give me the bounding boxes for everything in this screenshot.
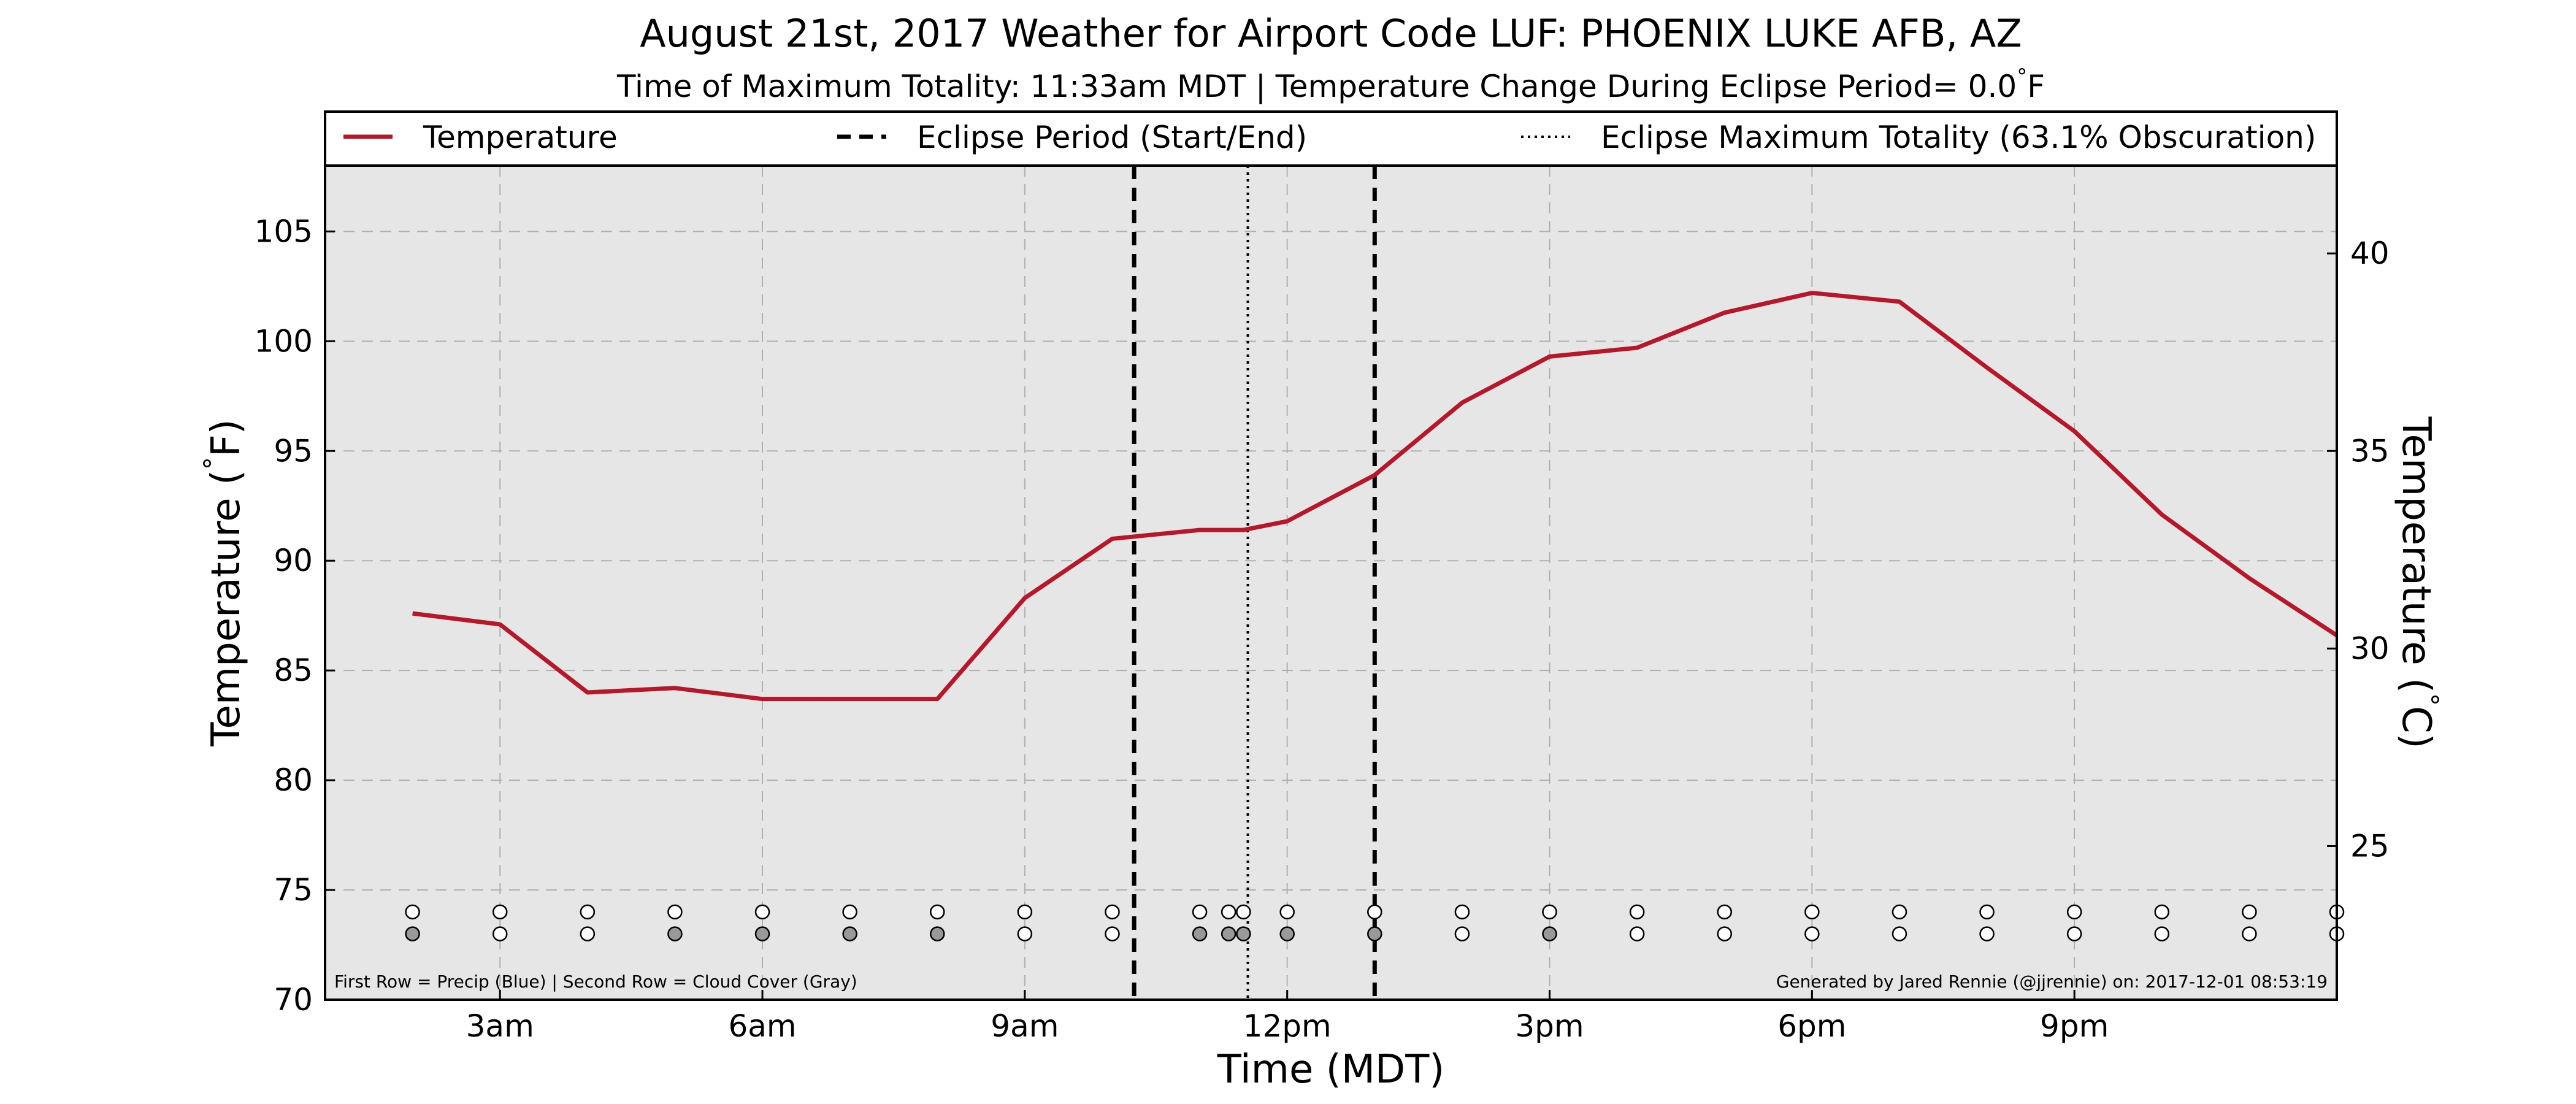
precip-marker [842,904,857,920]
axes: 3am 6am 9am 12pm 3pm 6pm 9pm 70 75 80 85 90 95 100 105… [255,213,2390,1044]
plot-area [325,166,2337,1000]
cloud-marker [1542,926,1557,941]
x-tick-label: 9am [991,1008,1059,1044]
y-tick-label: 95 [274,433,313,469]
precip-marker [667,904,683,920]
precip-marker [1717,904,1732,920]
y-tick-label: 105 [255,213,313,249]
temperature-line [412,291,2337,702]
x-tick-label: 3pm [1515,1008,1584,1044]
plot-frame [324,110,2338,1001]
precip-marker [1804,904,1820,920]
cloud-marker [1017,926,1033,941]
cloud-marker [1454,926,1470,941]
precip-marker [754,904,770,920]
y-tick-label: 90 [274,543,313,578]
cloud-marker [580,926,596,941]
y-tick-label-right: 25 [2350,828,2390,864]
x-axis-label: Time (MDT) [1217,1047,1445,1092]
cloud-marker [1717,926,1732,941]
precip-marker [1979,904,1995,920]
cloud-marker [1367,926,1382,941]
cloud-marker [667,926,683,941]
legend-label: Temperature [423,120,618,155]
cloud-marker [2066,926,2082,941]
precip-marker [492,904,508,920]
cloud-marker [2154,926,2170,941]
precip-marker [1105,904,1120,920]
unit-text: F) [204,419,249,457]
cloud-marker [842,926,857,941]
cloud-marker [930,926,945,941]
y-axis-label: Temperature (°F) [198,419,249,747]
cloud-marker [1629,926,1645,941]
precip-marker [1892,904,1907,920]
indicator-rows [405,904,2345,941]
eclipse-markers [1132,166,1377,1000]
precip-marker [405,904,420,920]
legend: Temperature Eclipse Period (Start/End) Ecl… [343,120,2316,155]
y-tick-label: 100 [255,323,313,359]
x-tick-label: 6pm [1777,1008,1846,1044]
precip-marker [1629,904,1645,920]
cloud-marker [1192,926,1208,941]
x-tick-label: 6am [728,1008,796,1044]
precip-marker [1542,904,1557,920]
degree-symbol: ° [2017,64,2027,89]
y-tick-label-right: 40 [2350,236,2390,271]
unit-text: C) [2393,706,2439,749]
precip-marker [1017,904,1033,920]
precip-marker [1221,904,1236,920]
precip-marker [1367,904,1382,920]
legend-label: Eclipse Period (Start/End) [917,120,1307,155]
precip-marker [930,904,945,920]
degree-symbol: ° [198,457,228,470]
legend-label: Eclipse Maximum Totality (63.1% Obscurat… [1601,120,2316,155]
chart-subtitle: Time of Maximum Totality: 11:33am MDT | … [616,64,2045,104]
cloud-marker [405,926,420,941]
precip-marker [1236,904,1251,920]
cloud-marker [1221,926,1236,941]
precip-marker [2066,904,2082,920]
x-tick-label: 12pm [1243,1008,1332,1044]
precip-marker [1279,904,1295,920]
y-tick-label-right: 35 [2350,433,2390,469]
y-tick-label: 85 [274,653,313,688]
y-tick-label: 70 [274,982,313,1018]
footnote-right: Generated by Jared Rennie (@jjrennie) on… [1776,972,2328,992]
y-axis-label-right: Temperature (°C) [2393,416,2444,748]
precip-marker [2242,904,2257,920]
cloud-marker [492,926,508,941]
y-tick-label-right: 30 [2350,631,2390,666]
cloud-marker [1804,926,1820,941]
x-tick-label: 3am [466,1008,534,1044]
cloud-marker [1236,926,1251,941]
footnote-left: First Row = Precip (Blue) | Second Row =… [334,972,857,992]
temperature-series [412,291,2337,702]
cloud-marker [1279,926,1295,941]
chart-title: August 21st, 2017 Weather for Airport Co… [640,11,2022,56]
cloud-marker [1105,926,1120,941]
precip-marker [1192,904,1208,920]
cloud-marker [1979,926,1995,941]
precip-marker [1454,904,1470,920]
y-tick-label: 80 [274,762,313,798]
precip-marker [2154,904,2170,920]
cloud-marker [1892,926,1907,941]
precip-marker [580,904,596,920]
y-tick-label: 75 [274,872,313,908]
degree-symbol: ° [2414,693,2444,706]
cloud-marker [754,926,770,941]
cloud-marker [2242,926,2257,941]
x-tick-label: 9pm [2040,1008,2109,1044]
subtitle-unit: F [2027,69,2045,104]
